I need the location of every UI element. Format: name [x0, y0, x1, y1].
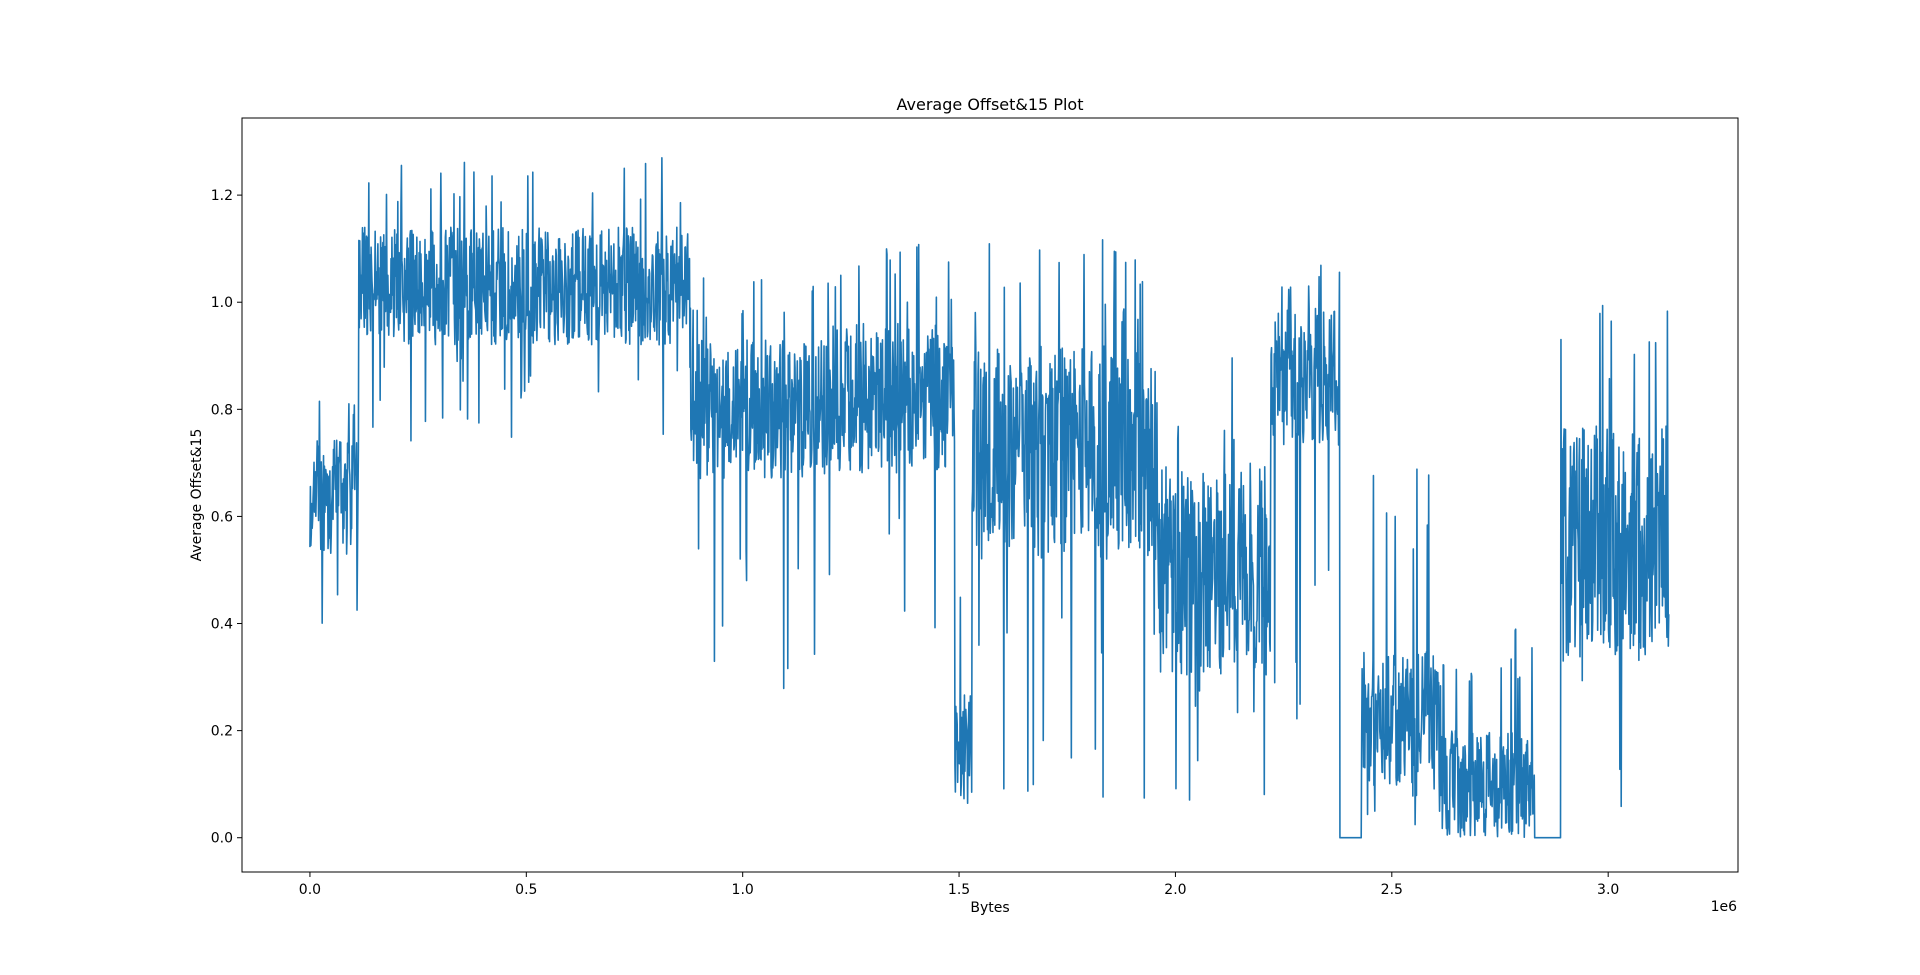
y-axis: 0.0 0.2 0.4 0.6 0.8 1.0 1.2	[211, 188, 242, 847]
x-axis-offset-label: 1e6	[1711, 899, 1738, 915]
y-tick-label: 0.0	[211, 831, 233, 847]
x-axis-label: Bytes	[970, 900, 1009, 916]
y-tick-label: 1.2	[211, 188, 233, 204]
chart-title: Average Offset&15 Plot	[897, 95, 1084, 114]
x-tick-label: 0.5	[515, 882, 537, 898]
plot-frame	[241, 117, 1739, 873]
y-tick-label: 0.4	[211, 617, 233, 633]
x-tick-label: 1.0	[732, 882, 754, 898]
x-tick-label: 3.0	[1597, 882, 1619, 898]
x-tick-label: 0.0	[299, 882, 321, 898]
y-tick-label: 1.0	[211, 295, 233, 311]
x-tick-label: 2.0	[1164, 882, 1186, 898]
x-tick-label: 2.5	[1381, 882, 1403, 898]
x-tick-label: 1.5	[948, 882, 970, 898]
y-tick-label: 0.2	[211, 724, 233, 740]
y-axis-label: Average Offset&15	[189, 429, 205, 562]
data-series-line	[309, 156, 1670, 839]
y-tick-label: 0.8	[211, 402, 233, 418]
x-axis: 0.0 0.5 1.0 1.5 2.0 2.5 3.0	[299, 872, 1619, 898]
y-tick-label: 0.6	[211, 509, 233, 525]
